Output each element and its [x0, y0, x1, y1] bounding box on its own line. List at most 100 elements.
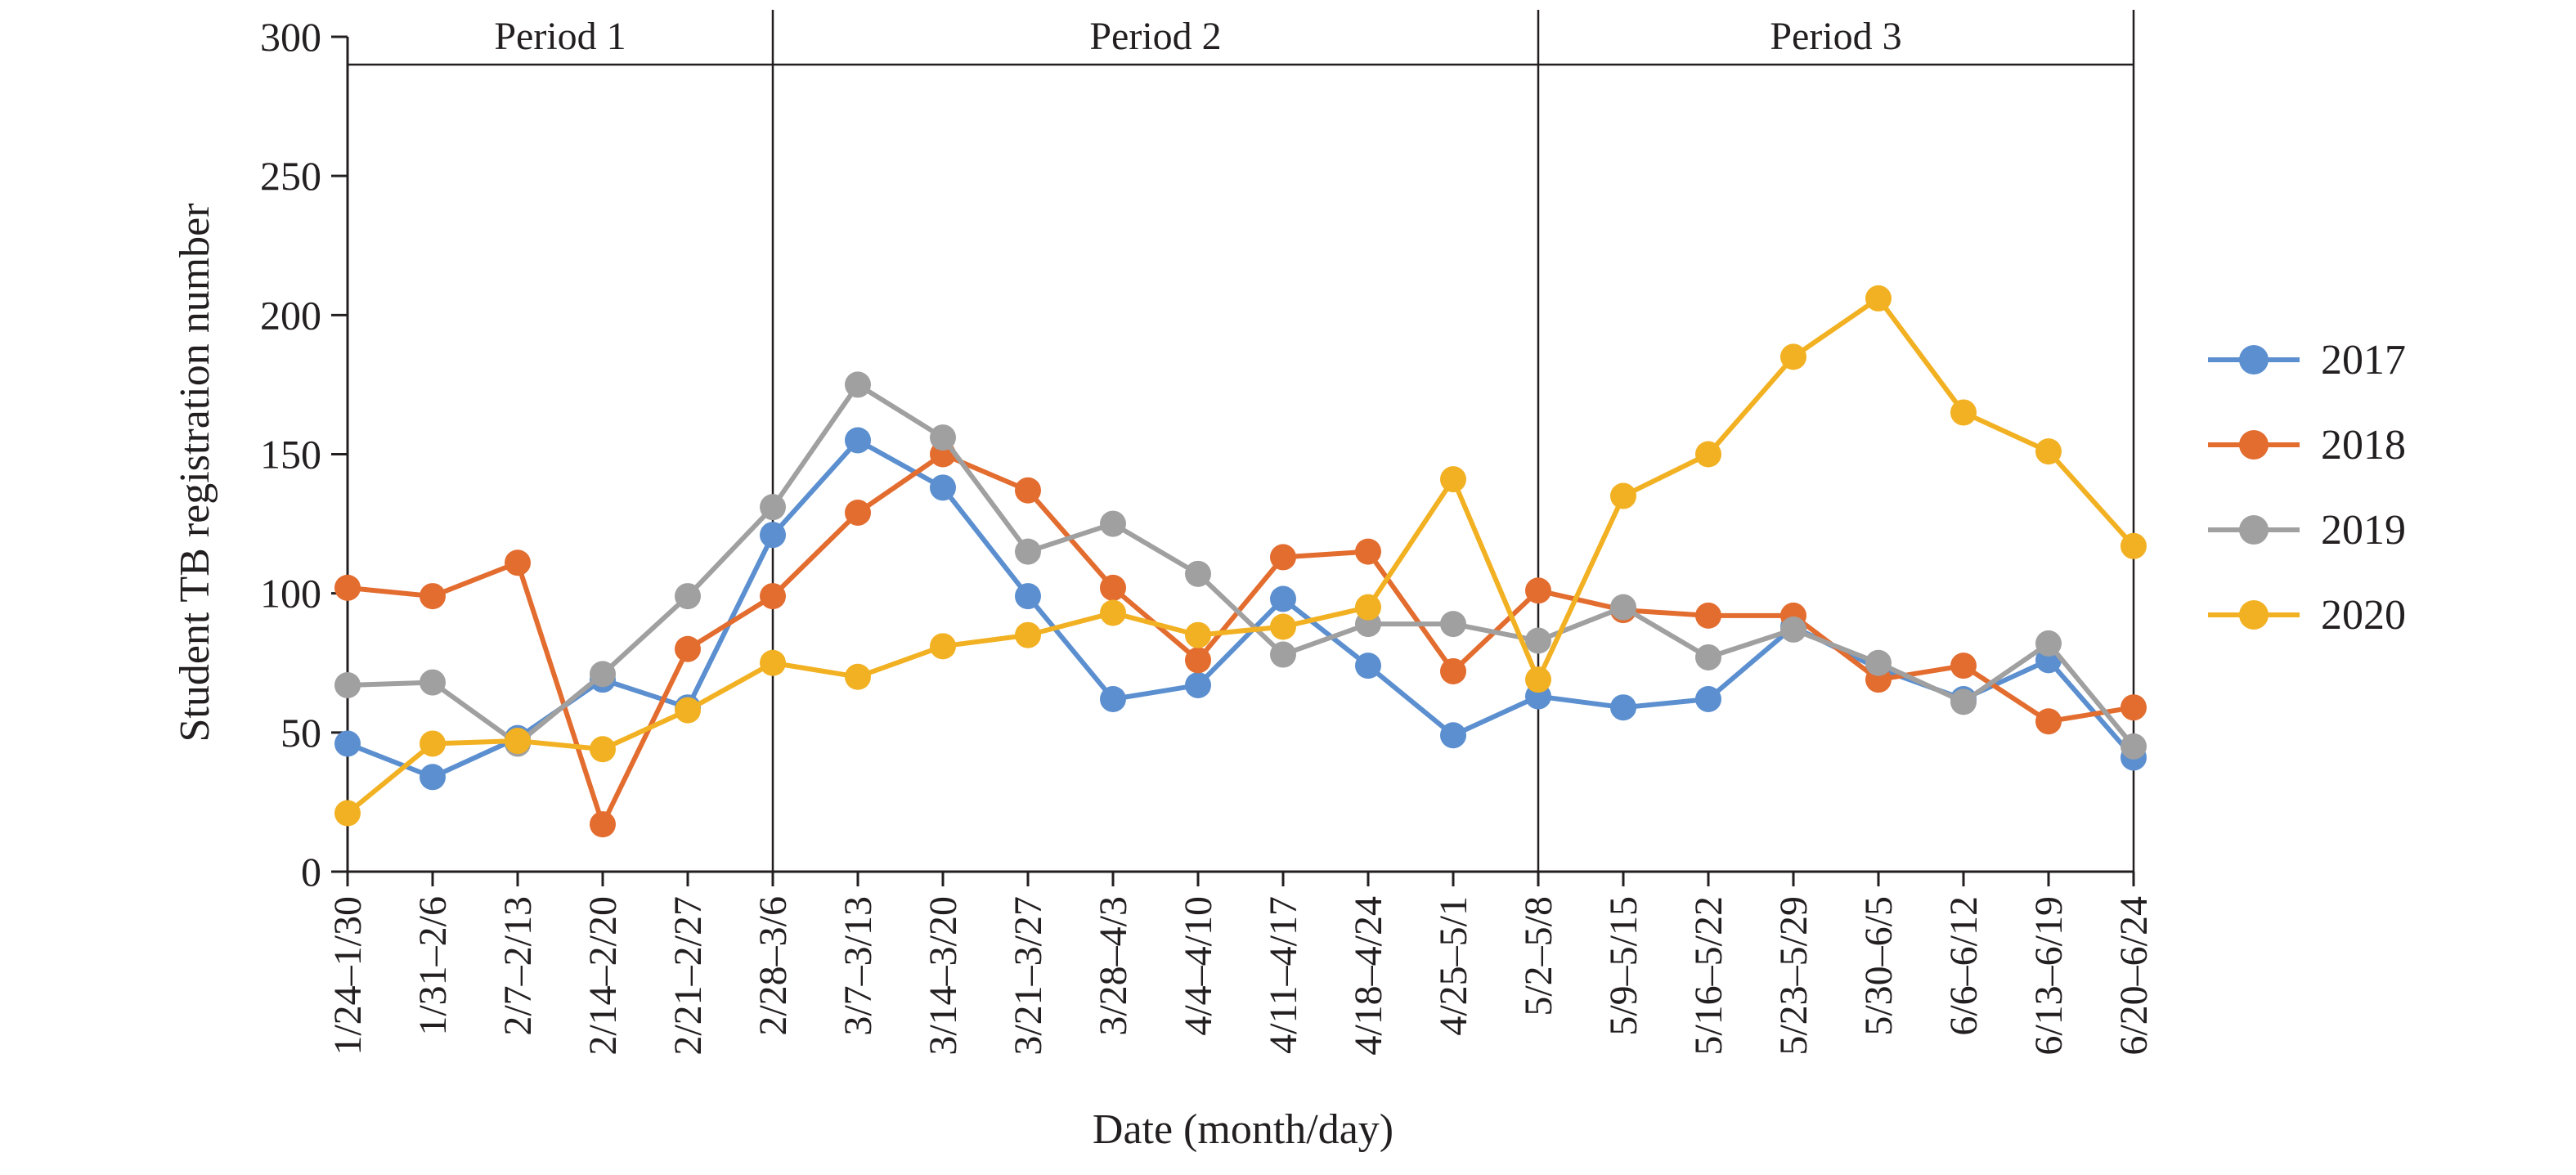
data-point-2020 [505, 728, 531, 755]
data-point-2018 [1270, 544, 1296, 571]
x-tick-label: 3/14–3/20 [922, 896, 965, 1056]
data-point-2020 [1610, 482, 1636, 509]
x-tick-label: 4/18–4/24 [1347, 896, 1390, 1056]
data-point-2020 [930, 633, 956, 660]
data-point-2019 [1525, 627, 1551, 654]
data-point-2019 [1270, 641, 1296, 668]
x-tick-label: 6/6–6/12 [1942, 896, 1986, 1036]
data-point-2018 [1355, 538, 1381, 565]
period-dividers: Period 1 Period 2 Period 3 [348, 10, 2135, 872]
data-point-2020 [2120, 532, 2147, 559]
data-point-2020 [1440, 466, 1466, 493]
data-point-2019 [420, 669, 446, 696]
data-point-2019 [1950, 688, 1977, 715]
data-point-2018 [2035, 708, 2062, 735]
x-tick-label: 5/9–5/15 [1602, 896, 1645, 1036]
data-point-2019 [1865, 649, 1892, 676]
legend-marker-2019 [2239, 515, 2269, 545]
data-point-2017 [1100, 685, 1126, 712]
data-point-2020 [1100, 599, 1126, 626]
legend-label-2020: 2020 [2321, 592, 2406, 639]
x-tick-label: 1/31–2/6 [411, 896, 455, 1036]
y-tick-label: 150 [260, 432, 321, 478]
x-tick-label: 4/4–4/10 [1177, 896, 1220, 1036]
data-point-2018 [760, 583, 786, 610]
data-point-2017 [1695, 685, 1721, 712]
plot-series [334, 285, 2147, 838]
x-tick-label: 5/2–5/8 [1517, 896, 1560, 1016]
period-label: Period 2 [1089, 15, 1221, 58]
data-point-2019 [334, 671, 361, 698]
data-point-2018 [1015, 477, 1041, 504]
data-point-2019 [930, 424, 956, 451]
data-point-2020 [845, 663, 871, 690]
data-point-2019 [675, 583, 701, 610]
legend-marker-2017 [2239, 345, 2269, 374]
x-tick-label: 3/7–3/13 [837, 896, 880, 1036]
data-point-2018 [1440, 657, 1466, 684]
data-point-2018 [334, 574, 361, 601]
period-label: Period 1 [494, 15, 626, 58]
series-line-2019 [347, 382, 2136, 748]
data-point-2019 [1780, 616, 1806, 643]
x-tick-label: 3/21–3/27 [1007, 896, 1050, 1056]
data-point-2019 [1440, 611, 1466, 638]
y-tick-label: 100 [260, 571, 321, 617]
y-axis-label: Student TB registration number [172, 203, 218, 742]
data-point-2017 [1270, 585, 1296, 612]
x-tick-label: 2/21–2/27 [666, 896, 710, 1056]
data-point-2018 [1525, 577, 1551, 604]
x-tick-label: 2/14–2/20 [581, 896, 625, 1056]
data-point-2017 [1015, 583, 1041, 610]
x-tick-label: 6/13–6/19 [2027, 896, 2071, 1056]
data-point-2018 [590, 811, 616, 838]
data-point-2017 [334, 730, 361, 757]
x-tick-label: 4/11–4/17 [1262, 896, 1305, 1054]
data-point-2017 [1610, 694, 1636, 721]
x-tick-label: 3/28–4/3 [1092, 896, 1135, 1036]
x-tick-label: 5/23–5/29 [1772, 896, 1815, 1056]
x-axis-ticks: 1/24–1/30 1/31–2/6 2/7–2/13 2/14–2/20 2/21–2… [326, 872, 2156, 1056]
data-point-2017 [930, 474, 956, 501]
data-point-2019 [1015, 538, 1041, 565]
data-point-2018 [1185, 647, 1211, 674]
data-point-2020 [1525, 666, 1551, 693]
data-point-2017 [1185, 671, 1211, 698]
data-point-2018 [1950, 653, 1977, 679]
data-point-2018 [505, 549, 531, 576]
x-tick-label: 5/16–5/22 [1687, 896, 1730, 1056]
data-point-2019 [1695, 644, 1721, 670]
data-point-2019 [760, 494, 786, 521]
data-point-2018 [420, 583, 446, 610]
x-axis-label: Date (month/day) [1093, 1106, 1393, 1153]
data-point-2018 [2120, 694, 2147, 721]
legend-marker-2018 [2239, 430, 2269, 460]
x-tick-label: 1/24–1/30 [326, 896, 370, 1056]
data-point-2019 [1185, 560, 1211, 587]
data-point-2017 [420, 764, 446, 791]
data-point-2019 [845, 371, 871, 398]
data-point-2020 [1780, 343, 1806, 370]
data-point-2019 [2035, 630, 2062, 657]
x-tick-label: 6/20–6/24 [2112, 896, 2156, 1056]
data-point-2018 [1695, 602, 1721, 629]
data-point-2020 [1695, 441, 1721, 468]
legend-label-2018: 2018 [2321, 422, 2406, 469]
data-point-2020 [1015, 621, 1041, 648]
data-point-2017 [845, 427, 871, 454]
data-point-2019 [590, 661, 616, 688]
data-point-2017 [1355, 653, 1381, 679]
x-tick-label: 2/7–2/13 [496, 896, 540, 1036]
y-tick-label: 300 [260, 14, 321, 60]
data-point-2020 [2035, 438, 2062, 465]
period-label: Period 3 [1770, 15, 1901, 58]
y-tick-label: 200 [260, 292, 321, 338]
data-point-2018 [1100, 574, 1126, 601]
series-line-2020 [346, 295, 2136, 815]
data-point-2020 [1865, 285, 1892, 312]
x-tick-label: 2/28–3/6 [752, 896, 795, 1036]
data-point-2018 [675, 635, 701, 662]
legend-label-2019: 2019 [2321, 507, 2406, 554]
data-point-2020 [590, 736, 616, 763]
